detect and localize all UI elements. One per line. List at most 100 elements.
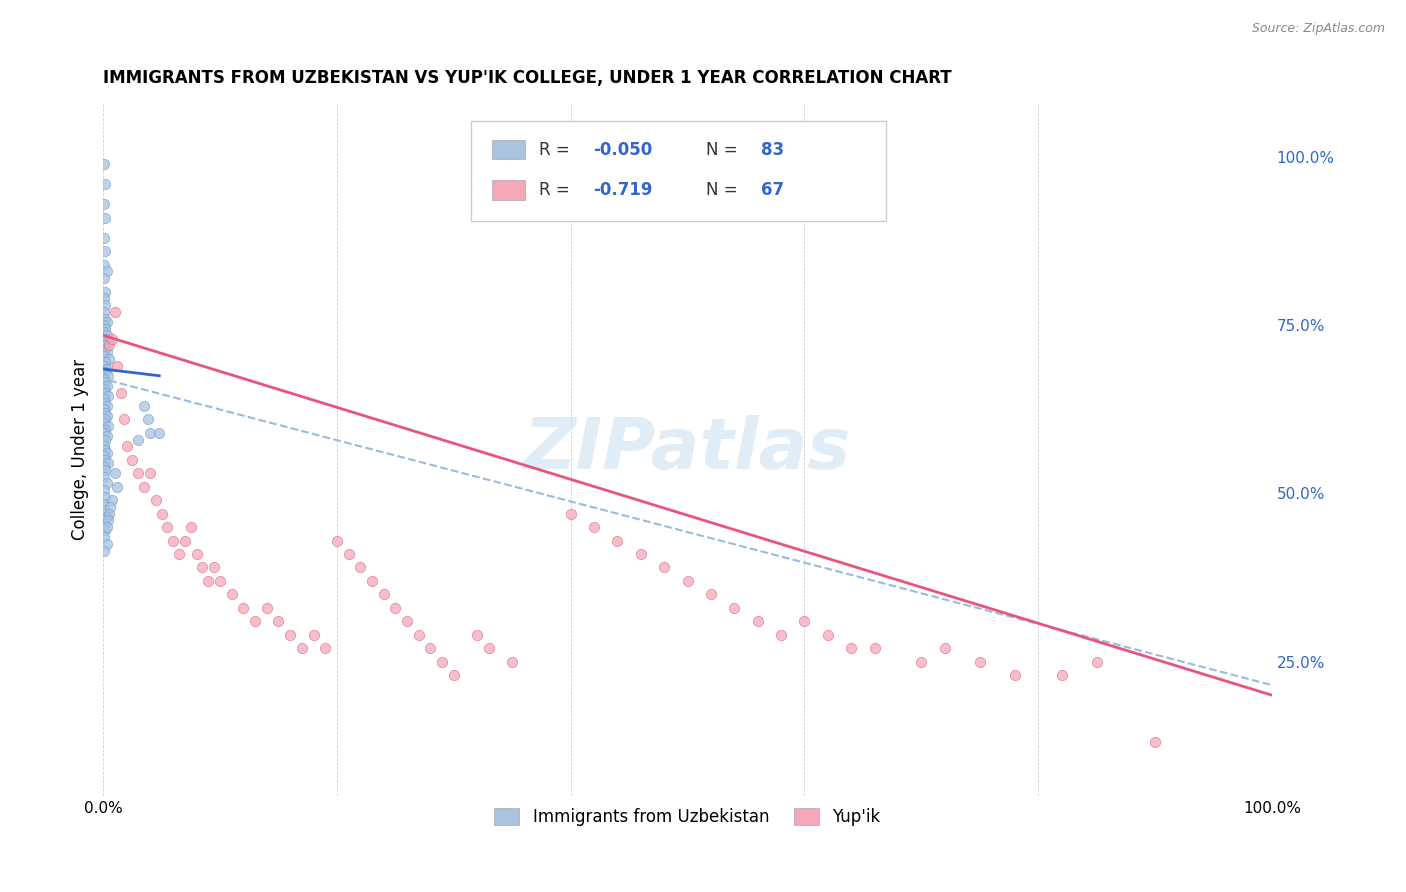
Point bbox=[101, 493, 124, 508]
Point bbox=[96, 446, 118, 460]
Point bbox=[93, 372, 115, 386]
Point bbox=[723, 600, 745, 615]
Point bbox=[221, 587, 243, 601]
Point bbox=[93, 359, 115, 373]
Y-axis label: College, Under 1 year: College, Under 1 year bbox=[72, 359, 89, 541]
Point bbox=[349, 560, 371, 574]
Point bbox=[186, 547, 208, 561]
Point bbox=[1050, 668, 1073, 682]
Point bbox=[465, 628, 488, 642]
Point bbox=[96, 315, 118, 329]
Point bbox=[501, 655, 523, 669]
Point bbox=[93, 292, 115, 306]
Point bbox=[93, 450, 115, 464]
Text: -0.050: -0.050 bbox=[593, 141, 652, 159]
Point bbox=[97, 513, 120, 527]
Point bbox=[793, 614, 815, 628]
Point bbox=[267, 614, 290, 628]
Point bbox=[132, 399, 155, 413]
Point bbox=[443, 668, 465, 682]
Point bbox=[105, 480, 128, 494]
Point bbox=[769, 628, 792, 642]
Text: 83: 83 bbox=[761, 141, 785, 159]
Point bbox=[150, 507, 173, 521]
Point bbox=[94, 423, 117, 437]
Point bbox=[98, 500, 121, 514]
Point bbox=[97, 368, 120, 383]
Text: 67: 67 bbox=[761, 181, 785, 199]
Point bbox=[139, 467, 162, 481]
Point bbox=[94, 463, 117, 477]
Point bbox=[104, 467, 127, 481]
Point bbox=[430, 655, 453, 669]
Point bbox=[1004, 668, 1026, 682]
Point bbox=[96, 510, 118, 524]
Text: R =: R = bbox=[538, 181, 575, 199]
Point bbox=[747, 614, 769, 628]
Text: ZIPatlas: ZIPatlas bbox=[524, 415, 851, 484]
Point bbox=[94, 503, 117, 517]
Point bbox=[94, 177, 117, 191]
Point bbox=[94, 342, 117, 356]
Point bbox=[94, 355, 117, 369]
Point bbox=[97, 419, 120, 434]
Point bbox=[243, 614, 266, 628]
Point bbox=[94, 376, 117, 390]
Text: Source: ZipAtlas.com: Source: ZipAtlas.com bbox=[1251, 22, 1385, 36]
Point bbox=[676, 574, 699, 588]
Point bbox=[93, 305, 115, 319]
Point bbox=[863, 641, 886, 656]
Point bbox=[93, 439, 115, 453]
Point bbox=[93, 469, 115, 483]
Point bbox=[652, 560, 675, 574]
Point bbox=[97, 335, 120, 350]
Point bbox=[302, 628, 325, 642]
Point bbox=[419, 641, 441, 656]
Point bbox=[373, 587, 395, 601]
Point bbox=[93, 425, 115, 440]
Point bbox=[630, 547, 652, 561]
Point bbox=[93, 530, 115, 544]
Point bbox=[139, 425, 162, 440]
Point bbox=[94, 395, 117, 409]
Point bbox=[478, 641, 501, 656]
Text: IMMIGRANTS FROM UZBEKISTAN VS YUP'IK COLLEGE, UNDER 1 YEAR CORRELATION CHART: IMMIGRANTS FROM UZBEKISTAN VS YUP'IK COL… bbox=[103, 69, 952, 87]
Point bbox=[326, 533, 349, 548]
Point bbox=[94, 332, 117, 346]
Point bbox=[105, 359, 128, 373]
Point bbox=[101, 332, 124, 346]
Point bbox=[132, 480, 155, 494]
Point bbox=[110, 385, 132, 400]
Point bbox=[408, 628, 430, 642]
Point bbox=[115, 439, 138, 453]
Point bbox=[94, 385, 117, 400]
Point bbox=[560, 507, 582, 521]
Point bbox=[96, 537, 118, 551]
Point bbox=[93, 382, 115, 396]
Point bbox=[96, 379, 118, 393]
Point bbox=[127, 467, 149, 481]
Point bbox=[191, 560, 214, 574]
Point bbox=[256, 600, 278, 615]
Point bbox=[839, 641, 862, 656]
Point bbox=[93, 459, 115, 474]
Point bbox=[98, 351, 121, 366]
Point bbox=[136, 412, 159, 426]
Point bbox=[104, 305, 127, 319]
Point bbox=[148, 425, 170, 440]
Point bbox=[162, 533, 184, 548]
Point bbox=[361, 574, 384, 588]
Point bbox=[94, 406, 117, 420]
Point bbox=[94, 211, 117, 225]
Point bbox=[93, 402, 115, 417]
Point bbox=[606, 533, 628, 548]
Text: R =: R = bbox=[538, 141, 575, 159]
Bar bbox=[492, 180, 524, 200]
Point bbox=[93, 543, 115, 558]
Point bbox=[96, 429, 118, 443]
Point bbox=[1143, 735, 1166, 749]
Point bbox=[817, 628, 839, 642]
Point bbox=[94, 298, 117, 312]
Point bbox=[96, 520, 118, 534]
Point bbox=[93, 496, 115, 510]
